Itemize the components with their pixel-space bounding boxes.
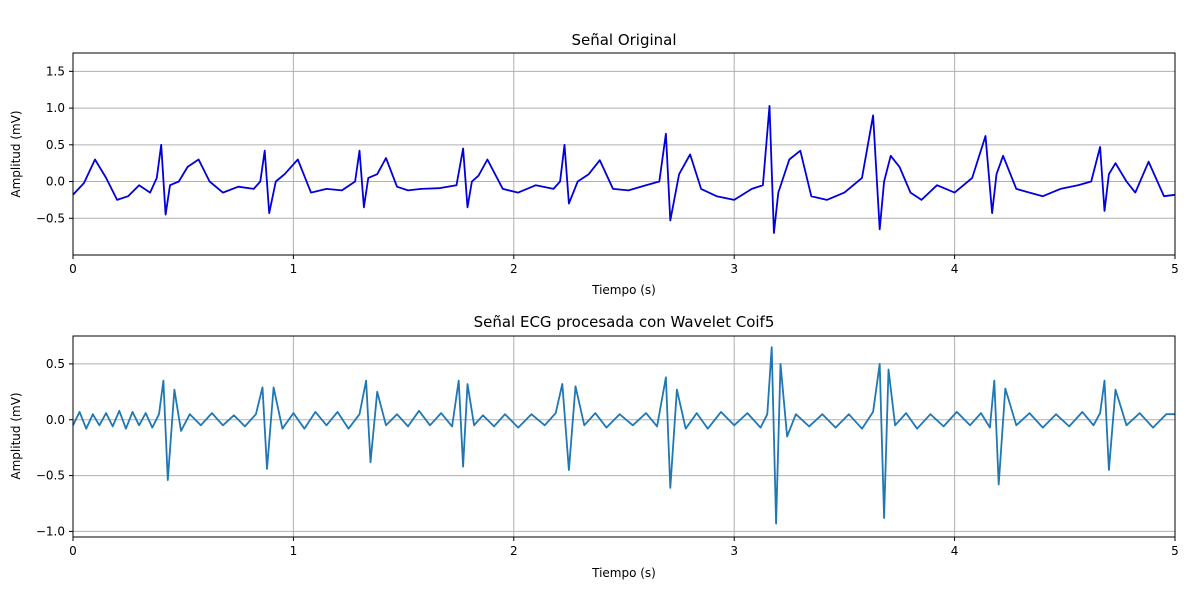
x-tick-label: 4	[951, 262, 959, 276]
x-tick-label: 5	[1171, 544, 1179, 558]
y-axis-label: Amplitud (mV)	[9, 392, 23, 479]
series-line	[72, 346, 1175, 525]
y-axis-label: Amplitud (mV)	[9, 110, 23, 197]
x-ticks: 0 1 2 3 4 5	[69, 255, 1179, 276]
x-tick-label: 2	[510, 544, 518, 558]
y-tick-label: 1.5	[46, 64, 65, 78]
y-tick-label: 0.5	[46, 138, 65, 152]
chart-title: Señal ECG procesada con Wavelet Coif5	[474, 313, 775, 331]
y-tick-label: 1.0	[46, 101, 65, 115]
y-tick-label: −1.0	[36, 524, 65, 538]
panel-original-signal: Señal Original 0 1 2 3 4 5 −0.5 0.0 0.5 1.0 1.5 T…	[9, 31, 1179, 297]
y-tick-label: 0.0	[46, 413, 65, 427]
x-tick-label: 5	[1171, 262, 1179, 276]
x-ticks: 0 1 2 3 4 5	[69, 537, 1179, 558]
y-tick-label: −0.5	[36, 469, 65, 483]
x-tick-label: 4	[951, 544, 959, 558]
x-axis-label: Tiempo (s)	[591, 566, 656, 580]
plot-frame	[72, 52, 1176, 256]
y-tick-label: 0.5	[46, 357, 65, 371]
x-tick-label: 3	[730, 262, 738, 276]
chart-title: Señal Original	[571, 31, 676, 49]
y-tick-label: −0.5	[36, 211, 65, 225]
y-tick-label: 0.0	[46, 175, 65, 189]
x-tick-label: 1	[290, 262, 298, 276]
y-ticks: −0.5 0.0 0.5 1.0 1.5	[36, 64, 73, 225]
series-line	[72, 105, 1176, 234]
x-tick-label: 1	[290, 544, 298, 558]
grid	[72, 336, 1176, 537]
x-tick-label: 2	[510, 262, 518, 276]
x-tick-label: 0	[69, 544, 77, 558]
x-tick-label: 3	[730, 544, 738, 558]
x-tick-label: 0	[69, 262, 77, 276]
plot-frame	[72, 335, 1176, 538]
panel-wavelet-signal: Señal ECG procesada con Wavelet Coif5 0 1…	[9, 313, 1179, 580]
x-axis-label: Tiempo (s)	[591, 283, 656, 297]
y-ticks: −1.0 −0.5 0.0 0.5	[36, 357, 73, 538]
grid	[72, 53, 1176, 255]
